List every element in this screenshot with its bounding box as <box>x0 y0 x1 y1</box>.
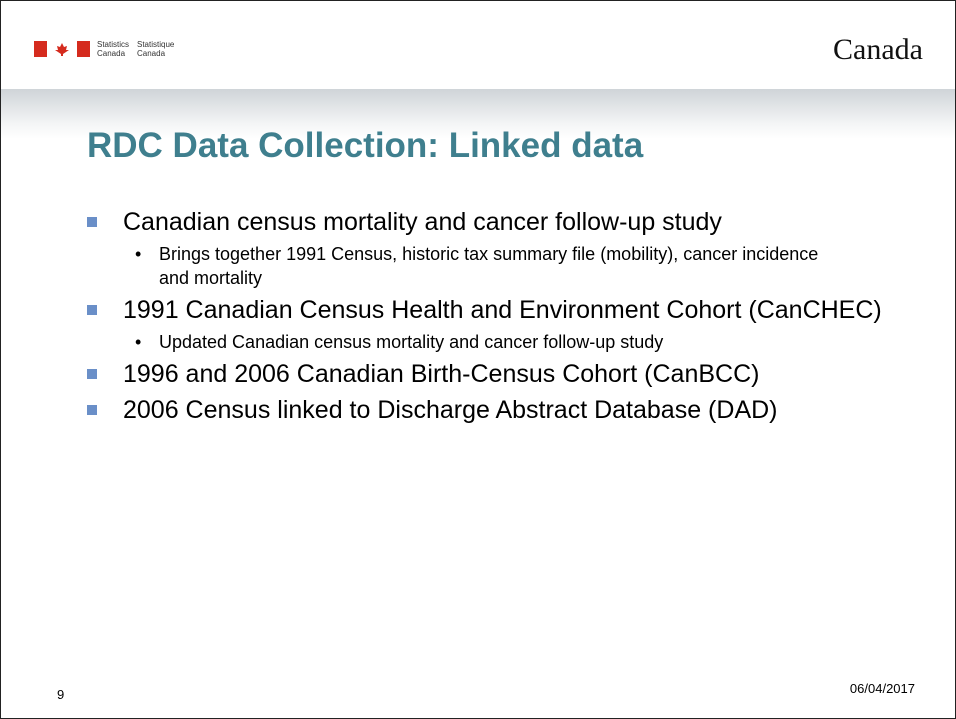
text: Statistics <box>97 40 130 49</box>
text: Canada <box>137 49 166 58</box>
text: Canada <box>97 49 126 58</box>
text: Statistique <box>137 40 175 49</box>
wordmark: Canada <box>833 33 923 66</box>
page-number: 9 <box>57 687 65 702</box>
banner <box>1 89 955 139</box>
slide-title: RDC Data Collection: Linked data <box>87 126 644 165</box>
bullet: 1996 and 2006 Canadian Birth-Census Coho… <box>87 358 907 390</box>
date: 06/04/2017 <box>849 681 915 696</box>
bullet-text: 2006 Census linked to Discharge Abstract… <box>123 396 778 424</box>
bullet: 1991 Canadian Census Health and Environm… <box>87 294 907 354</box>
sub-list: Updated Canadian census mortality and ca… <box>123 330 907 354</box>
bullet: 2006 Census linked to Discharge Abstract… <box>87 394 907 426</box>
bullet-text: Canadian census mortality and cancer fol… <box>123 208 722 236</box>
sub-list: Brings together 1991 Census, historic ta… <box>123 242 907 290</box>
bullet: Canadian census mortality and cancer fol… <box>87 206 907 290</box>
bullet-text: 1996 and 2006 Canadian Birth-Census Coho… <box>123 360 760 388</box>
flag <box>34 41 90 57</box>
bullet-text: 1991 Canadian Census Health and Environm… <box>123 296 882 324</box>
sub-bullet: Updated Canadian census mortality and ca… <box>129 330 849 354</box>
bullet-list: Canadian census mortality and cancer fol… <box>87 206 907 430</box>
agency-fr: Statistique Canada <box>137 40 174 58</box>
agency-en: Statistics Canada <box>97 40 129 58</box>
sub-bullet: Brings together 1991 Census, historic ta… <box>129 242 849 290</box>
header: Statistics Canada Statistique Canada Canad… <box>1 1 955 89</box>
